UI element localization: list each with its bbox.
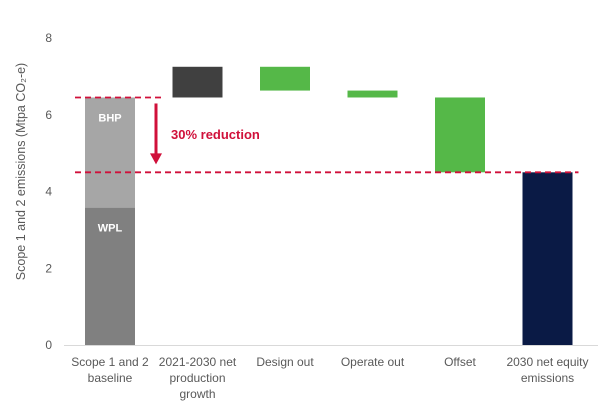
x-tick-label: Offset (444, 355, 476, 369)
y-axis-ticks: 0 2 4 6 8 (45, 31, 52, 352)
x-tick-label: baseline (88, 371, 133, 385)
x-tick-label: production (169, 371, 225, 385)
x-axis-labels: Scope 1 and 2 baseline 2021-2030 net produc… (71, 355, 588, 401)
bar-segment (260, 66, 310, 91)
y-tick-label: 0 (45, 338, 52, 352)
y-tick-label: 6 (45, 108, 52, 122)
y-tick-label: 8 (45, 31, 52, 45)
x-tick-label: Scope 1 and 2 (71, 355, 149, 369)
y-tick-label: 2 (45, 261, 52, 275)
bar-segment (522, 172, 573, 345)
x-tick-label: Operate out (341, 355, 405, 369)
x-tick-label: 2021-2030 net (159, 355, 237, 369)
y-tick-label: 4 (45, 185, 52, 199)
reduction-label: 30% reduction (171, 127, 260, 142)
reduction-indicator: 30% reduction (150, 103, 260, 165)
reduction-arrow-head (150, 153, 162, 165)
reference-lines (75, 96, 579, 174)
bar-segment (172, 66, 223, 98)
x-tick-label: emissions (521, 371, 574, 385)
x-tick-label: 2030 net equity (506, 355, 588, 369)
bar-segment (85, 207, 135, 345)
y-axis-label: Scope 1 and 2 emissions (Mtpa CO₂-e) (14, 63, 28, 280)
bar-segment (85, 97, 135, 208)
segment-label: BHP (98, 112, 121, 124)
bar-segment (435, 97, 485, 173)
bar-segment (347, 90, 398, 98)
segment-label: WPL (98, 223, 123, 235)
x-tick-label: growth (179, 387, 215, 401)
x-tick-label: Design out (256, 355, 314, 369)
bars: WPL BHP (85, 66, 573, 345)
